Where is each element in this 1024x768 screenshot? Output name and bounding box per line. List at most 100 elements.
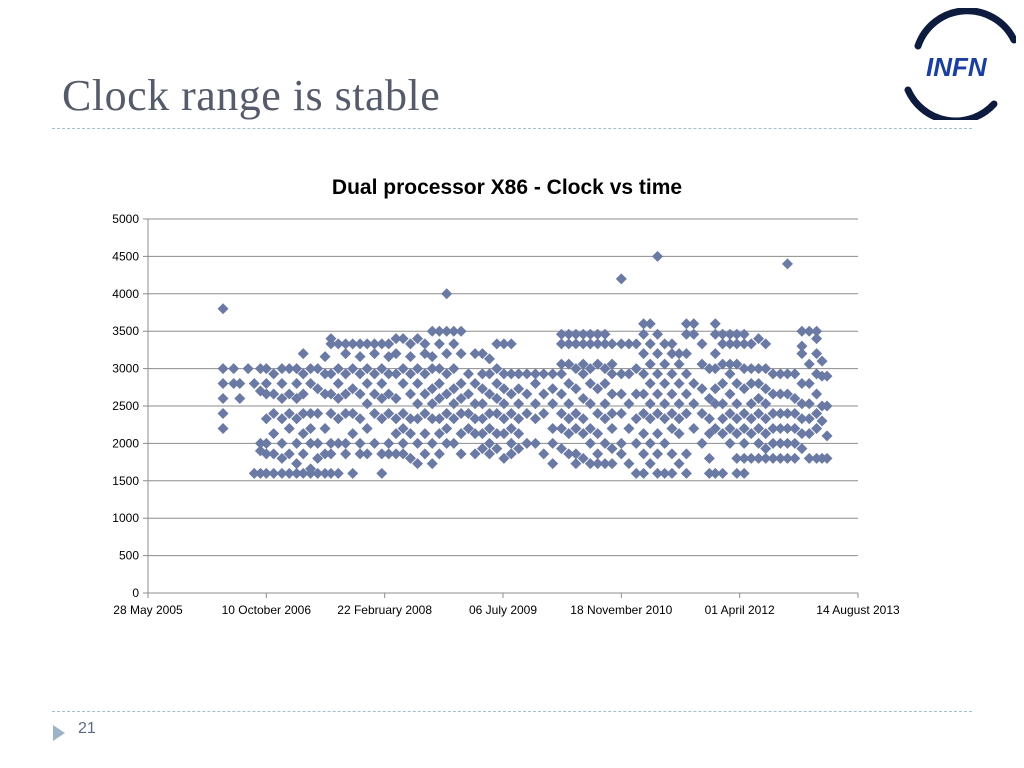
data-point	[638, 428, 650, 440]
data-point	[283, 388, 295, 400]
data-point	[383, 338, 395, 350]
data-point	[811, 407, 823, 419]
data-point	[538, 448, 550, 460]
data-point	[276, 393, 288, 405]
data-point	[332, 437, 344, 449]
data-point	[615, 338, 627, 350]
data-point	[638, 448, 650, 460]
data-point	[731, 428, 743, 440]
data-point	[305, 407, 317, 419]
data-point	[753, 363, 765, 375]
data-point	[397, 363, 409, 375]
data-point	[789, 422, 801, 434]
data-point	[811, 388, 823, 400]
data-point	[555, 338, 567, 350]
data-point	[803, 398, 815, 410]
data-point	[666, 467, 678, 479]
data-point	[659, 413, 671, 425]
y-tick-label: 5000	[112, 212, 139, 226]
data-point	[455, 325, 467, 337]
data-point	[563, 358, 575, 370]
data-point	[680, 388, 692, 400]
y-tick-label: 1500	[112, 474, 139, 488]
data-point	[448, 383, 460, 395]
data-point	[703, 452, 715, 464]
data-point	[666, 348, 678, 360]
data-point	[709, 363, 721, 375]
page-number: 21	[78, 720, 96, 737]
data-point	[433, 363, 445, 375]
data-point	[767, 368, 779, 380]
data-point	[376, 378, 388, 390]
data-point	[555, 328, 567, 340]
data-point	[491, 443, 503, 455]
data-point	[652, 407, 664, 419]
data-point	[767, 437, 779, 449]
data-point	[555, 358, 567, 370]
data-point	[709, 318, 721, 330]
data-point	[738, 363, 750, 375]
data-point	[599, 413, 611, 425]
y-tick-label: 3000	[112, 362, 139, 376]
footer-divider	[52, 711, 972, 712]
data-point	[476, 443, 488, 455]
data-point	[652, 467, 664, 479]
data-point	[767, 407, 779, 419]
data-point	[555, 388, 567, 400]
data-point	[354, 437, 366, 449]
data-point	[753, 422, 765, 434]
data-point	[419, 368, 431, 380]
data-point	[332, 393, 344, 405]
data-point	[325, 407, 337, 419]
data-point	[688, 378, 700, 390]
data-point	[638, 407, 650, 419]
data-point	[731, 452, 743, 464]
data-point	[433, 393, 445, 405]
data-point	[703, 363, 715, 375]
data-point	[254, 363, 266, 375]
data-point	[789, 407, 801, 419]
data-point	[821, 400, 833, 412]
data-point	[577, 428, 589, 440]
data-point	[505, 448, 517, 460]
data-point	[312, 437, 324, 449]
data-point	[513, 443, 525, 455]
data-point	[644, 358, 656, 370]
data-point	[811, 325, 823, 337]
data-point	[789, 452, 801, 464]
data-point	[745, 378, 757, 390]
data-point	[312, 452, 324, 464]
data-point	[332, 467, 344, 479]
data-point	[709, 383, 721, 395]
data-point	[731, 378, 743, 390]
data-point	[599, 378, 611, 390]
data-point	[796, 413, 808, 425]
data-point	[297, 428, 309, 440]
data-point	[644, 413, 656, 425]
data-point	[491, 378, 503, 390]
data-point	[260, 363, 272, 375]
data-point	[217, 393, 229, 405]
data-point	[529, 378, 541, 390]
data-point	[630, 338, 642, 350]
data-point	[811, 422, 823, 434]
data-point	[376, 448, 388, 460]
data-point	[217, 303, 229, 315]
data-point	[666, 448, 678, 460]
data-point	[811, 333, 823, 345]
data-point	[547, 398, 559, 410]
data-point	[455, 378, 467, 390]
data-point	[796, 378, 808, 390]
data-point	[599, 458, 611, 470]
data-point	[332, 338, 344, 350]
data-point	[724, 358, 736, 370]
data-point	[606, 407, 618, 419]
data-point	[242, 363, 254, 375]
data-point	[419, 407, 431, 419]
data-point	[248, 467, 260, 479]
data-point	[484, 422, 496, 434]
data-point	[644, 458, 656, 470]
data-point	[433, 428, 445, 440]
data-point	[821, 370, 833, 382]
data-point	[584, 338, 596, 350]
